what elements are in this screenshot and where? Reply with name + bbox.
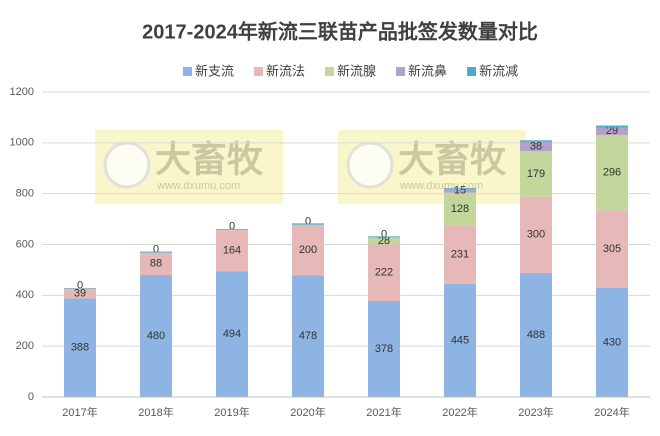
bar-segment	[444, 283, 476, 397]
bar-segment	[140, 275, 172, 397]
bar-segment	[292, 223, 324, 225]
bar-segment	[444, 192, 476, 226]
bar-segment	[368, 244, 400, 301]
legend-swatch	[183, 67, 192, 76]
data-label: 28	[378, 235, 390, 247]
data-label: 378	[375, 343, 393, 355]
bar-segment	[596, 127, 628, 135]
legend-label: 新流减	[479, 63, 518, 78]
data-label: 29	[606, 125, 618, 137]
y-tick-label: 200	[16, 340, 34, 352]
data-label: 38	[530, 140, 542, 152]
watermark-url: www.dxumu.com	[156, 180, 240, 192]
y-tick-label: 400	[16, 289, 34, 301]
data-label: 488	[527, 329, 545, 341]
bar-segment	[216, 271, 248, 397]
data-label: 0	[229, 221, 235, 233]
bar-segment	[64, 298, 96, 397]
bar-segment	[140, 252, 172, 275]
bar-segment	[368, 236, 400, 238]
bar-segment	[520, 140, 552, 142]
data-label: 445	[451, 334, 469, 346]
watermark-text: 大畜牧	[398, 139, 507, 180]
bar-segment	[596, 125, 628, 128]
legend-label: 新流腺	[337, 63, 376, 78]
bar-segment	[520, 272, 552, 397]
watermark-text: 大畜牧	[155, 139, 264, 180]
data-label: 179	[527, 168, 545, 180]
legend-swatch	[467, 67, 477, 76]
watermark-icon	[346, 141, 394, 189]
x-tick-label: 2021年	[366, 405, 401, 419]
data-label: 480	[147, 330, 165, 342]
y-tick-label: 600	[16, 238, 34, 250]
bar-segment	[520, 141, 552, 152]
chart-title: 2017-2024年新流三联苗产品批签发数量对比	[142, 19, 538, 43]
legend-label: 新流法	[266, 63, 305, 78]
data-label: 0	[77, 279, 83, 291]
bar-segment	[596, 287, 628, 397]
bar-segment	[64, 287, 96, 289]
data-label: 231	[451, 248, 469, 260]
legend-label: 新流鼻	[408, 63, 447, 78]
bar-segment	[216, 228, 248, 230]
data-label: 388	[71, 342, 89, 354]
data-label: 15	[454, 185, 466, 197]
data-label: 478	[299, 330, 317, 342]
bar-segment	[520, 196, 552, 273]
data-label: 430	[603, 336, 621, 348]
data-label: 200	[299, 244, 317, 256]
y-tick-label: 1200	[10, 86, 34, 98]
y-tick-label: 0	[28, 391, 34, 403]
y-tick-label: 800	[16, 188, 34, 200]
y-tick-label: 1000	[10, 137, 34, 149]
data-label: 0	[305, 216, 311, 228]
bar-segment	[444, 188, 476, 193]
bar-segment	[368, 300, 400, 397]
bar-segment	[140, 251, 172, 253]
data-label: 296	[603, 166, 621, 178]
data-label: 494	[223, 328, 241, 340]
x-tick-label: 2018年	[138, 405, 173, 419]
bar-segment	[520, 151, 552, 197]
bar-segment	[368, 237, 400, 245]
bar-segment	[216, 229, 248, 272]
data-label: 128	[451, 203, 469, 215]
data-label: 300	[527, 229, 545, 241]
x-tick-label: 2024年	[594, 405, 629, 419]
x-tick-label: 2019年	[214, 405, 249, 419]
data-label: 88	[150, 258, 162, 270]
data-label: 0	[381, 228, 387, 240]
bar-segment	[596, 134, 628, 211]
bar-segment	[292, 224, 324, 276]
bar-segment	[444, 188, 476, 189]
data-label: 222	[375, 267, 393, 279]
bar-segment	[596, 210, 628, 288]
legend-swatch	[325, 67, 335, 76]
bar-segment	[292, 275, 324, 397]
bar-segment	[64, 288, 96, 299]
x-tick-label: 2020年	[290, 405, 325, 419]
x-tick-label: 2017年	[62, 405, 97, 419]
data-label: 164	[223, 245, 241, 257]
data-label: 39	[74, 287, 86, 299]
watermark-icon	[103, 141, 151, 189]
data-label: 305	[603, 243, 621, 255]
data-label: 0	[153, 244, 159, 256]
legend-swatch	[254, 67, 264, 76]
legend-label: 新支流	[195, 63, 234, 78]
bar-segment	[444, 225, 476, 284]
x-tick-label: 2023年	[518, 405, 553, 419]
x-tick-label: 2022年	[442, 405, 477, 419]
legend-swatch	[396, 67, 406, 76]
